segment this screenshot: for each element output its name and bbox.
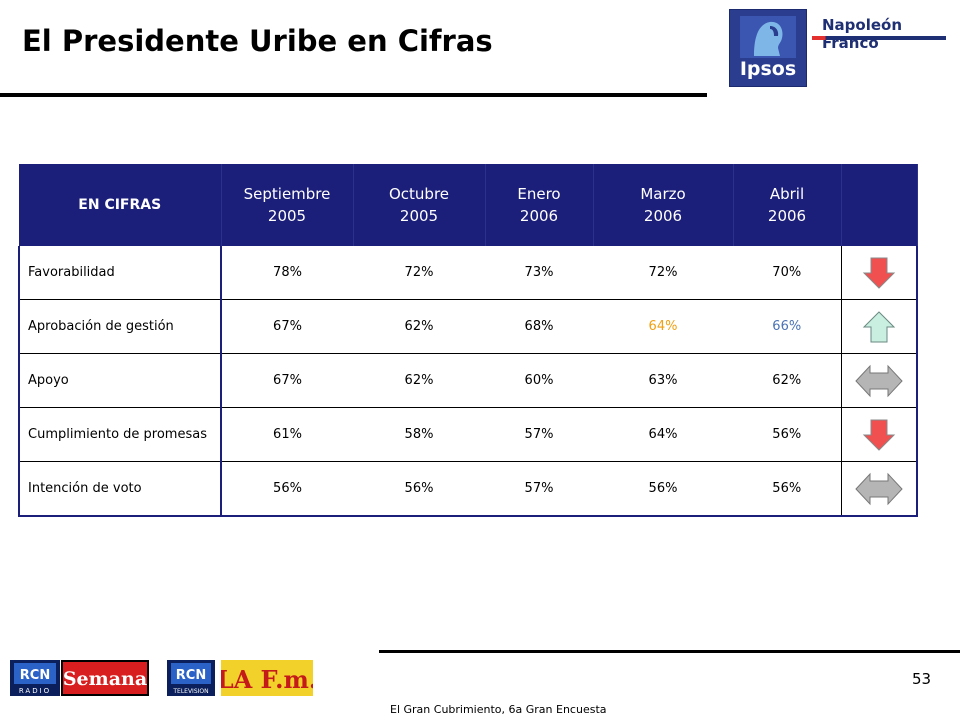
column-header: Marzo 2006 (593, 164, 734, 246)
cell-value: 63% (593, 353, 733, 408)
cell-value: 58% (353, 407, 485, 462)
table-row: Intención de voto 56% 56% 57% 56% 56% (18, 461, 918, 517)
down-red-arrow-icon (862, 419, 895, 451)
cell-value: 62% (353, 299, 485, 354)
trend-cell (840, 246, 918, 300)
cell-value: 57% (485, 407, 593, 462)
table-row: Apoyo 67% 62% 60% 63% 62% (18, 353, 918, 408)
column-header: Octubre 2005 (353, 164, 486, 246)
horizontal-gray-arrow-icon (855, 472, 903, 505)
cell-value: 56% (593, 461, 733, 517)
row-label: Aprobación de gestión (18, 299, 222, 354)
cell-value: 67% (221, 299, 353, 354)
svg-text:LA F.m.: LA F.m. (221, 665, 313, 694)
cell-value: 73% (485, 246, 593, 300)
cell-value: 70% (733, 246, 841, 300)
column-header: Enero 2006 (485, 164, 594, 246)
svg-text:RCN: RCN (176, 668, 206, 683)
trend-cell (840, 461, 918, 517)
svg-text:TELEVISION: TELEVISION (172, 688, 208, 695)
footer-caption: El Gran Cubrimiento, 6a Gran Encuesta (390, 703, 607, 716)
page-title: El Presidente Uribe en Cifras (22, 24, 493, 58)
table-row: Favorabilidad 78% 72% 73% 72% 70% (18, 246, 918, 300)
table-row: Aprobación de gestión 67% 62% 68% 64% 66… (18, 299, 918, 354)
cell-value: 56% (733, 407, 841, 462)
svg-text:Semana: Semana (63, 668, 147, 690)
svg-text:RADIO: RADIO (19, 687, 51, 695)
trend-cell (840, 353, 918, 408)
ipsos-face-icon (740, 16, 796, 58)
cell-value: 56% (733, 461, 841, 517)
up-green-arrow-icon (862, 310, 895, 342)
cell-value: 61% (221, 407, 353, 462)
cell-value: 67% (221, 353, 353, 408)
column-header: Abril 2006 (733, 164, 842, 246)
cell-value: 64% (593, 407, 733, 462)
row-label: Favorabilidad (18, 246, 222, 300)
table-header-row: EN CIFRAS Septiembre 2005 Octubre 2005 Ene… (19, 164, 918, 246)
table-row: Cumplimiento de promesas 61% 58% 57% 64%… (18, 407, 918, 462)
rcn-tv-logo: RCN TELEVISION (167, 660, 215, 696)
trend-cell (840, 299, 918, 354)
cell-value: 68% (485, 299, 593, 354)
cell-value: 72% (593, 246, 733, 300)
cell-value: 72% (353, 246, 485, 300)
figures-table-wrap: EN CIFRAS Septiembre 2005 Octubre 2005 Ene… (18, 164, 918, 520)
ipsos-logo-text: Ipsos (739, 58, 797, 80)
row-label: Apoyo (18, 353, 222, 408)
cell-value-highlight: 64% (593, 299, 733, 354)
cell-value: 78% (221, 246, 353, 300)
semana-logo: Semana (61, 660, 149, 696)
horizontal-gray-arrow-icon (855, 364, 903, 397)
header-label: EN CIFRAS (19, 164, 222, 246)
svg-text:RCN: RCN (20, 668, 50, 683)
brand-underline (812, 36, 946, 40)
cell-value: 60% (485, 353, 593, 408)
row-label: Cumplimiento de promesas (18, 407, 222, 462)
trend-column-header (841, 164, 918, 246)
cell-value: 56% (353, 461, 485, 517)
cell-value: 57% (485, 461, 593, 517)
title-divider (0, 93, 707, 97)
la-fm-logo: LA F.m. (221, 660, 313, 696)
brand-name: Napoleón Franco (822, 16, 903, 52)
cell-value: 62% (353, 353, 485, 408)
cell-value: 62% (733, 353, 841, 408)
ipsos-logo: Ipsos (729, 9, 807, 87)
cell-value: 56% (221, 461, 353, 517)
page-number: 53 (912, 670, 932, 688)
cell-value-highlight: 66% (733, 299, 841, 354)
figures-table: EN CIFRAS Septiembre 2005 Octubre 2005 Ene… (18, 164, 918, 517)
trend-cell (840, 407, 918, 462)
down-red-arrow-icon (862, 257, 895, 289)
rcn-radio-logo: RCN RADIO (10, 660, 60, 696)
row-label: Intención de voto (18, 461, 222, 517)
footer-divider (379, 650, 960, 653)
column-header: Septiembre 2005 (221, 164, 354, 246)
